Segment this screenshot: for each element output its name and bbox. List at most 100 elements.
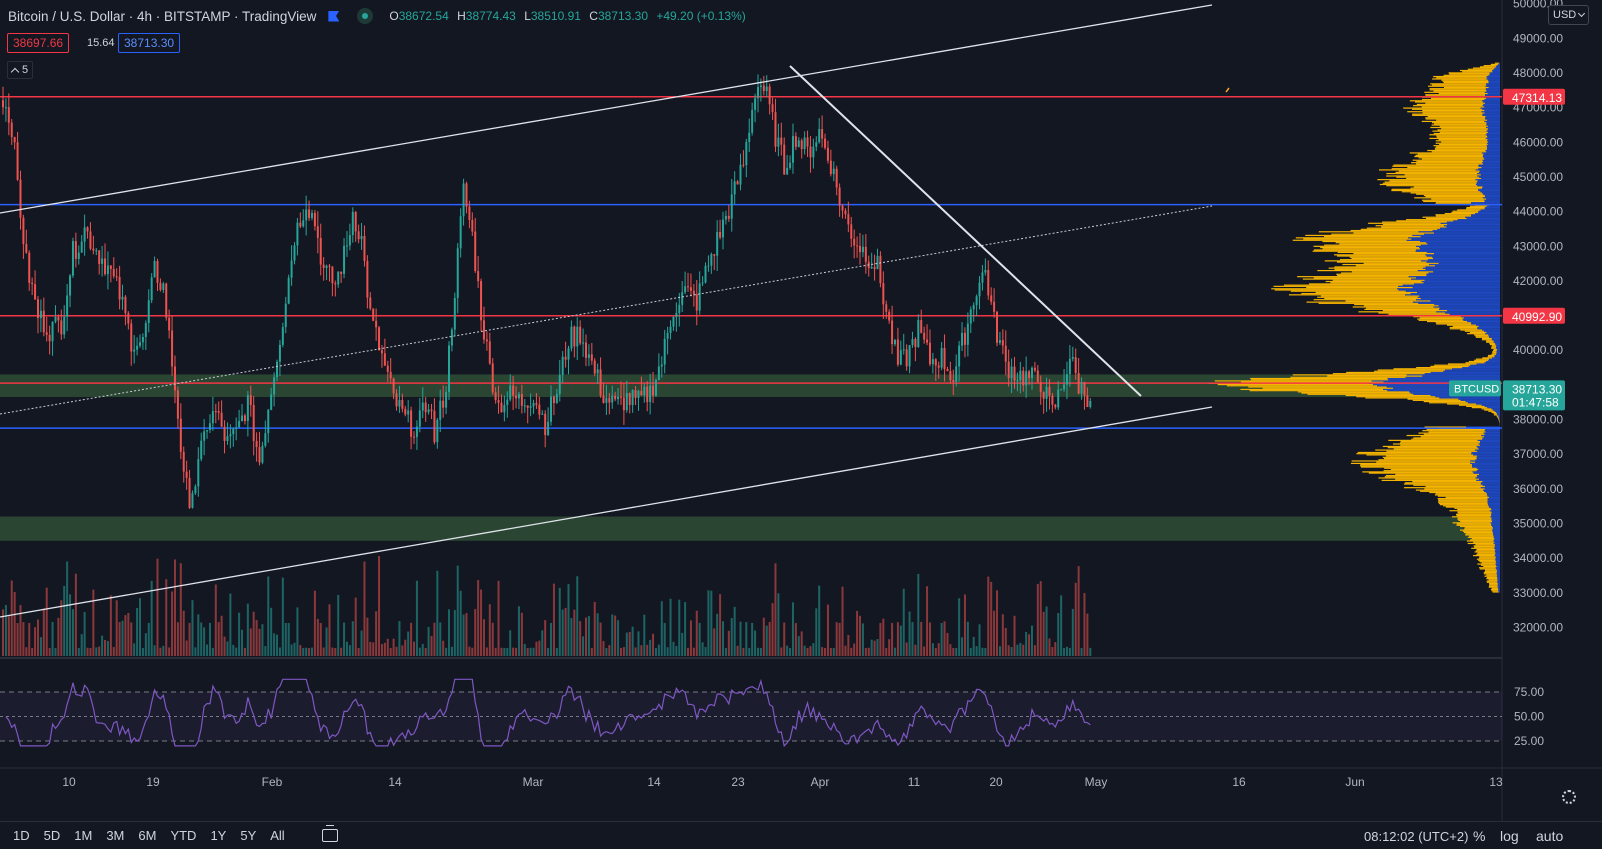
vp-bar-blue [1482,155,1500,158]
vp-bar-gold [1460,329,1483,331]
candle-body [503,405,506,413]
rsi-line[interactable] [5,678,1091,748]
vp-bar-gold [1366,454,1474,456]
symbol-title[interactable]: Bitcoin / U.S. Dollar · 4h · BITSTAMP · … [8,8,317,24]
candle-body [398,400,401,407]
vp-bar-gold [1422,216,1466,218]
vp-bar-blue [1497,585,1500,587]
level-top-label[interactable]: 47314.13 [1503,88,1565,105]
vp-bar-blue [1486,130,1500,132]
downtrend-line[interactable] [789,65,1142,397]
flag-icon[interactable] [328,10,340,22]
volume-bar [176,622,179,656]
range-button-1y[interactable]: 1Y [210,828,227,843]
vp-bar-blue [1428,272,1500,274]
volume-bar [313,590,316,656]
volume-bar [923,646,926,656]
range-button-5d[interactable]: 5D [43,828,61,843]
volume-bar [908,611,911,656]
candle-body [436,419,439,443]
volume-bar [13,592,16,656]
eye-icon[interactable] [357,8,374,24]
sell-price-button[interactable]: 38697.66 [7,33,70,53]
vp-bar-gold [1413,437,1483,439]
candle-body [1004,345,1007,362]
price-tick: 44000.00 [1513,205,1563,219]
support-zone-1[interactable] [0,516,1500,541]
indicators-toggle-button[interactable]: 5 [7,61,34,79]
volume-bar [165,579,168,656]
volume-bar [1030,625,1033,656]
vp-bar-blue [1476,324,1500,326]
log-scale-toggle[interactable]: log [1500,828,1519,844]
vp-bar-blue [1497,348,1500,351]
range-button-6m[interactable]: 6M [138,828,157,843]
candle-body [934,359,937,366]
range-button-5y[interactable]: 5Y [240,828,257,843]
vp-bar-gold [1435,140,1488,142]
vp-bar-gold [1406,434,1482,437]
vp-bar-blue [1435,396,1500,398]
candle-body [1065,374,1068,385]
volume-bar [401,645,404,656]
level-mid-label[interactable]: 40992.90 [1503,307,1565,324]
vp-bar-blue [1496,562,1500,564]
candle-body [756,87,759,99]
vp-bar-blue [1482,159,1500,161]
vp-bar-blue [1482,484,1500,486]
gear-icon[interactable] [1562,790,1576,804]
volume-bar [917,573,920,656]
candle-body [993,301,996,312]
symbol-label[interactable]: BTCUSD [1449,380,1501,397]
candle-body [614,395,617,400]
range-button-3m[interactable]: 3M [106,828,125,843]
vp-bar-gold [1488,579,1498,581]
clock-display[interactable]: 08:12:02 (UTC+2) [1364,828,1469,844]
vp-bar-blue [1481,111,1500,113]
channel-upper-line[interactable] [0,4,1213,214]
vp-bar-blue [1476,479,1500,482]
candle-body [949,371,952,381]
vp-bar-blue [1468,402,1500,404]
channel-lower-line[interactable] [0,406,1213,618]
vp-bar-gold [1479,567,1496,569]
candle-body [465,183,468,207]
vp-bar-blue [1488,82,1500,84]
volume-bar [987,576,990,656]
level-top-label-text: 47314.13 [1512,91,1562,105]
vp-bar-blue [1463,317,1500,319]
vp-bar-gold [1322,240,1421,243]
volume-bar [1065,646,1068,656]
range-button-ytd[interactable]: YTD [170,828,197,843]
level-mid-label-bg [1503,307,1565,324]
currency-select[interactable]: USD [1548,5,1590,25]
compare-calendar-icon[interactable] [321,825,338,842]
auto-scale-toggle[interactable]: auto [1536,828,1564,844]
vp-bar-gold [1386,175,1478,177]
volume-bar [363,561,366,656]
vp-bar-gold [1382,456,1477,458]
vp-bar-gold [1438,501,1488,503]
buy-price-button[interactable]: 38713.30 [118,33,181,53]
candle-body [911,339,914,346]
range-button-1m[interactable]: 1M [74,828,93,843]
vp-bar-blue [1494,356,1500,358]
candle-body [7,107,10,123]
vp-bar-blue [1483,154,1500,156]
vp-bar-blue [1496,346,1500,348]
candle-body [567,348,570,360]
percent-scale-toggle[interactable]: % [1473,828,1486,844]
candle-body [768,86,771,105]
range-button-1d[interactable]: 1D [13,828,30,843]
volume-bar [439,622,442,656]
range-button-all[interactable]: All [270,828,285,843]
vp-bar-blue [1465,216,1500,218]
vp-bar-blue [1414,283,1500,285]
candle-body [637,390,640,398]
vp-bar-blue [1494,554,1500,557]
volume-bar [791,602,794,656]
channel-mid-line[interactable] [0,205,1213,415]
vp-bar-gold [1387,447,1478,449]
